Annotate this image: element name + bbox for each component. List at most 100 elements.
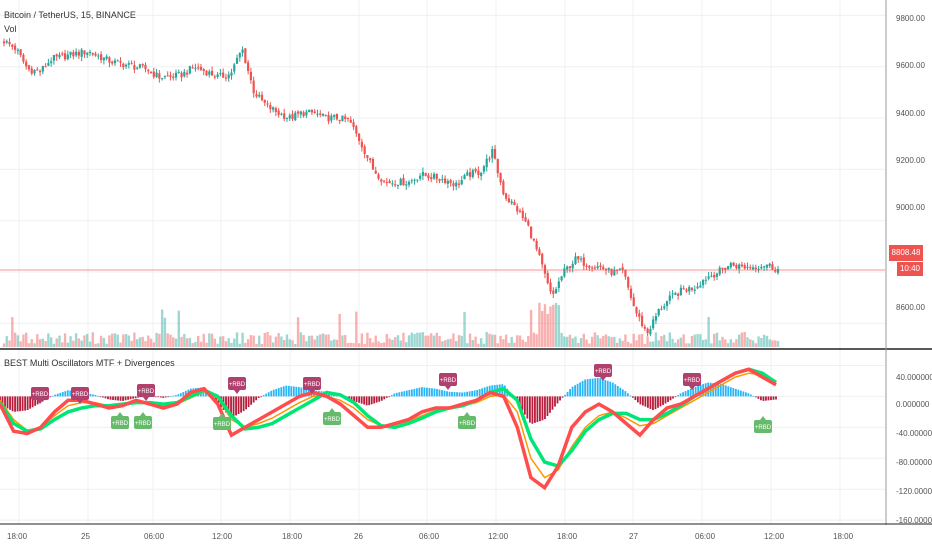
candle-body	[25, 61, 28, 67]
histogram-bar	[657, 396, 659, 408]
bearish-divergence-marker[interactable]: +RBD	[137, 384, 155, 401]
volume-bar	[532, 332, 536, 347]
candle-body	[177, 71, 180, 73]
candle-body	[690, 287, 694, 290]
histogram-bar	[576, 383, 579, 397]
volume-bar	[724, 339, 727, 347]
bullish-divergence-marker[interactable]: +RBD	[323, 408, 341, 425]
bullish-divergence-marker[interactable]: +RBD	[754, 416, 772, 433]
histogram-bar	[428, 387, 431, 397]
volume-bar	[274, 336, 278, 347]
histogram-bar	[380, 396, 383, 401]
histogram-bar	[571, 386, 574, 397]
candle-body	[751, 267, 755, 270]
candle-body	[374, 170, 377, 174]
bullish-divergence-marker[interactable]: +RBD	[111, 412, 129, 429]
bearish-divergence-marker[interactable]: +RBD	[594, 364, 612, 381]
oscillator-title[interactable]: BEST Multi Oscillators MTF + Divergences	[4, 358, 175, 368]
volume-bar	[485, 332, 488, 347]
candle-body	[468, 172, 472, 177]
volume-bar	[474, 336, 477, 347]
volume-bar	[368, 337, 372, 347]
candle-body	[235, 57, 239, 64]
volume-bar	[712, 333, 716, 347]
volume-bar	[108, 335, 111, 347]
volume-bar	[61, 342, 64, 347]
histogram-bar	[589, 378, 592, 397]
volume-bar	[693, 334, 696, 347]
bullish-divergence-marker[interactable]: +RBD	[134, 412, 152, 429]
bearish-divergence-marker[interactable]: +RBD	[683, 373, 701, 390]
candle-body	[521, 210, 524, 218]
time-tick: 06:00	[144, 532, 165, 541]
candle-body	[136, 67, 139, 69]
candle-body	[13, 45, 17, 50]
marker-box	[137, 384, 155, 397]
histogram-bar	[734, 388, 737, 397]
candle-body	[391, 183, 394, 185]
bullish-divergence-marker[interactable]: +RBD	[458, 412, 476, 429]
volume-bar	[749, 339, 752, 347]
bearish-divergence-marker[interactable]: +RBD	[303, 377, 321, 394]
candle-body	[499, 172, 502, 183]
bearish-divergence-marker[interactable]: +RBD	[31, 387, 49, 404]
marker-label: +RBD	[595, 369, 612, 375]
volume-bar	[685, 343, 688, 347]
histogram-bar	[518, 396, 521, 407]
histogram-bar	[689, 388, 692, 397]
volume-bar	[380, 342, 383, 347]
candle-body	[119, 61, 122, 63]
histogram-bar	[521, 396, 524, 411]
volume-bar	[626, 341, 630, 347]
volume-bar	[740, 332, 744, 347]
candle-body	[338, 119, 341, 122]
candle-body	[385, 182, 388, 184]
histogram-bar	[453, 392, 456, 397]
volume-bar	[355, 311, 358, 347]
volume-bar	[172, 337, 175, 347]
volume-bar	[599, 338, 602, 347]
candle-body	[443, 178, 447, 183]
volume-legend[interactable]: Vol	[4, 24, 17, 34]
bearish-divergence-marker[interactable]: +RBD	[228, 377, 246, 394]
volume-bar	[590, 336, 594, 347]
marker-box	[134, 416, 152, 429]
histogram-bar	[370, 396, 373, 405]
histogram-bar	[694, 386, 697, 397]
bearish-divergence-marker[interactable]: +RBD	[439, 373, 457, 390]
candle-body	[638, 313, 641, 317]
bearish-divergence-marker[interactable]: +RBD	[71, 387, 89, 404]
candle-body	[197, 67, 200, 69]
volume-bar	[47, 333, 50, 347]
candle-body	[63, 53, 67, 60]
candle-body	[524, 217, 527, 222]
candle-body	[591, 267, 594, 269]
histogram-bar	[772, 396, 775, 400]
symbol-title[interactable]: Bitcoin / TetherUS, 15, BINANCE	[4, 10, 136, 20]
histogram-bar	[49, 396, 52, 398]
volume-bar	[729, 339, 733, 347]
histogram-bar	[767, 396, 770, 401]
histogram-bar	[591, 378, 594, 397]
bullish-divergence-marker[interactable]: +RBD	[213, 413, 231, 430]
divergence-markers[interactable]: +RBD +RBD +RBD +RBD +RBD +RBD +RBD +RBD +RBD +RBD…	[31, 364, 772, 433]
candle-body	[482, 166, 486, 172]
volume-bar	[202, 333, 205, 347]
candle-body	[699, 285, 702, 288]
histogram-bar	[184, 390, 187, 397]
volume-bar	[94, 343, 97, 347]
volume-bar	[424, 335, 427, 347]
volume-bar	[737, 334, 741, 347]
volume-bar	[538, 302, 541, 347]
histogram-bar	[34, 396, 37, 406]
candle-body	[27, 65, 31, 70]
marker-box	[31, 387, 49, 400]
volume-bar	[718, 340, 721, 347]
histogram-bar	[441, 390, 443, 397]
candle-body	[480, 172, 483, 177]
histogram-bar	[458, 392, 461, 397]
candle-body	[280, 113, 283, 115]
volume-bar	[471, 339, 475, 347]
candle-body	[585, 265, 588, 267]
